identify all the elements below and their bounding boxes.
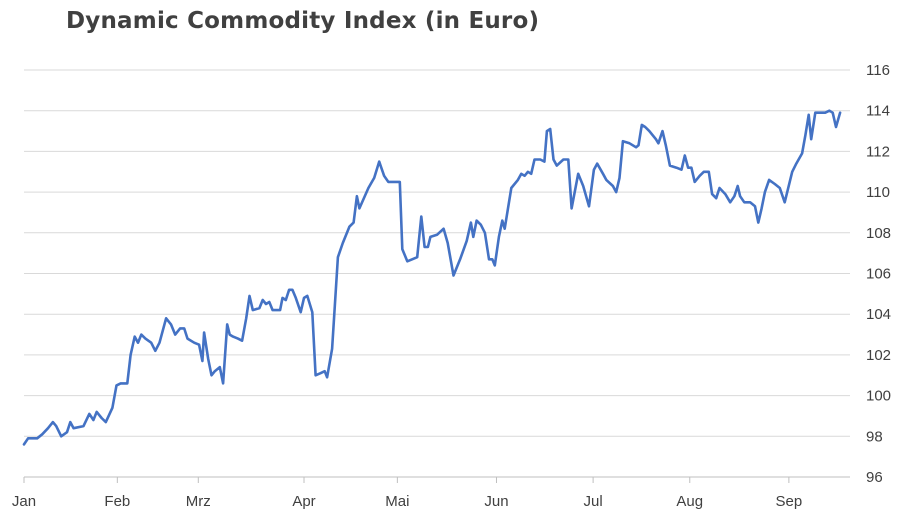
y-tick-label: 112 [866, 143, 890, 160]
x-tick-label: Jul [584, 493, 603, 510]
x-tick-label: Apr [292, 493, 315, 510]
y-tick-label: 102 [866, 347, 891, 364]
x-tick-label: Jan [12, 493, 36, 510]
x-tick-label: Feb [104, 493, 130, 510]
gridlines [24, 69, 850, 478]
y-tick-label: 116 [866, 62, 890, 79]
x-tick-label: Mrz [186, 493, 211, 510]
y-tick-label: 108 [866, 225, 891, 242]
chart-title: Dynamic Commodity Index (in Euro) [66, 8, 540, 34]
y-tick-label: 114 [866, 103, 890, 120]
x-tick-label: Aug [676, 493, 703, 510]
y-tick-label: 106 [866, 266, 891, 283]
y-axis-ticks: 96 98 100 102 104 106 108 110 112 114 116 [866, 62, 891, 486]
series-group [22, 109, 842, 446]
x-axis-ticks: Jan Feb Mrz Apr Mai Jun Jul Aug Sep [12, 477, 802, 510]
y-tick-label: 96 [866, 469, 883, 486]
y-tick-label: 110 [866, 184, 890, 201]
x-tick-label: Sep [776, 493, 803, 510]
x-tick-label: Mai [385, 493, 409, 510]
y-tick-label: 100 [866, 388, 891, 405]
x-tick-label: Jun [484, 493, 508, 510]
y-tick-label: 104 [866, 306, 891, 323]
series-line [22, 109, 842, 446]
y-tick-label: 98 [866, 428, 883, 445]
